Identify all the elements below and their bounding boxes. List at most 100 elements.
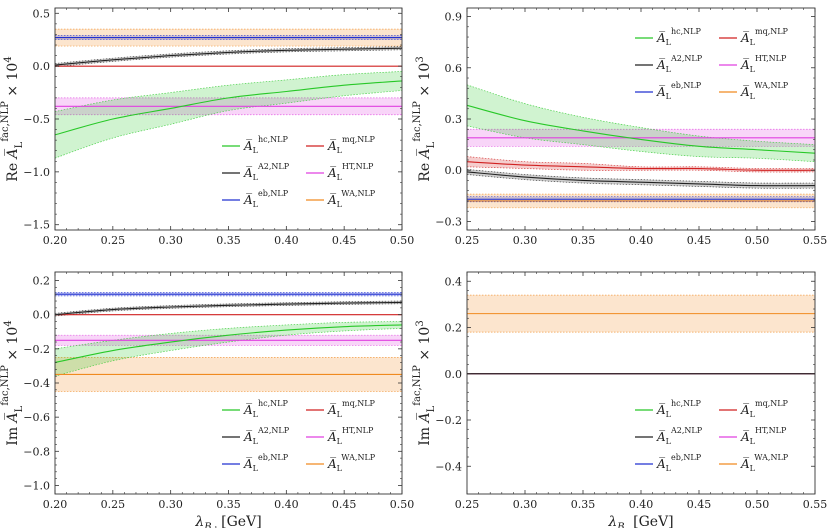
band-edge-lower-A2 (55, 49, 402, 68)
x-tick-label: 0.25 (455, 234, 480, 247)
band-edge-upper-A2 (467, 169, 815, 184)
legend-label-hc: A̅Lhc,NLP (243, 399, 288, 419)
legend: A̅Lhc,NLP A̅Lmq,NLP A̅LA2,NLP A̅LHT,NLP A̅Le… (222, 399, 376, 473)
x-tick-label: 0.45 (332, 498, 357, 511)
y-tick-label: 0.9 (445, 11, 463, 24)
plot-area (467, 294, 815, 375)
band-A2 (467, 169, 815, 189)
legend-label-HT: A̅LHT,NLP (740, 426, 787, 446)
x-tick-label: 0.40 (629, 498, 654, 511)
x-tick-label: 0.40 (274, 498, 299, 511)
y-axis-label: Re A̅Lfac,NLP × 103 (412, 56, 437, 181)
band-hc (55, 71, 402, 159)
band-A2 (55, 301, 402, 317)
y-tick-label: 0.0 (445, 368, 463, 381)
legend-label-HT: A̅LHT,NLP (327, 162, 374, 182)
y-axis-label: Im A̅Lfac,NLP × 103 (412, 320, 437, 445)
band-edge-lower-A2 (467, 174, 815, 189)
legend-label-eb: A̅Leb,NLP (656, 453, 702, 473)
legend-label-eb: A̅Leb,NLP (656, 81, 702, 101)
legend-label-A2: A̅LA2,NLP (243, 162, 290, 182)
x-axis-label: λBd [GeV] (194, 514, 261, 528)
x-tick-label: 0.30 (158, 498, 183, 511)
x-tick-label: 0.25 (101, 234, 126, 247)
y-tick-label: −0.6 (23, 411, 50, 424)
legend-label-A2: A̅LA2,NLP (243, 426, 290, 446)
y-axis-label: Re A̅Lfac,NLP × 104 (0, 56, 25, 181)
x-tick-label: 0.45 (687, 498, 712, 511)
x-tick-label: 0.35 (571, 234, 596, 247)
x-tick-label: 0.35 (216, 234, 241, 247)
x-tick-label: 0.50 (745, 234, 770, 247)
series-line-hc (55, 80, 402, 136)
legend-label-mq: A̅Lmq,NLP (740, 399, 789, 419)
x-tick-label: 0.45 (332, 234, 357, 247)
y-tick-label: −0.8 (23, 445, 50, 458)
x-tick-label: 0.30 (513, 498, 538, 511)
plot-area (55, 28, 402, 159)
band-edge-lower-mq (467, 166, 815, 173)
x-tick-label: 0.35 (216, 498, 241, 511)
x-tick-label: 0.25 (101, 498, 126, 511)
y-tick-label: 0.0 (33, 309, 51, 322)
y-tick-label: 0.5 (33, 7, 51, 20)
x-tick-label: 0.50 (390, 498, 415, 511)
series-line-hc (467, 104, 815, 154)
x-tick-label: 0.25 (455, 498, 480, 511)
y-tick-label: 0.3 (445, 113, 463, 126)
legend: A̅Lhc,NLP A̅Lmq,NLP A̅LA2,NLP A̅LHT,NLP A̅Le… (635, 27, 789, 101)
legend-label-WA: A̅LWA,NLP (327, 453, 376, 473)
x-tick-label: 0.50 (390, 234, 415, 247)
y-tick-label: 0.0 (445, 164, 463, 177)
band-edge-upper-hc (55, 71, 402, 112)
series-line-hc (55, 324, 402, 364)
x-tick-label: 0.20 (43, 234, 68, 247)
legend-label-mq: A̅Lmq,NLP (740, 27, 789, 47)
y-tick-label: 0.0 (33, 60, 51, 73)
y-tick-label: −1.0 (23, 166, 50, 179)
x-tick-label: 0.40 (629, 234, 654, 247)
x-tick-label: 0.40 (274, 234, 299, 247)
y-tick-label: −1.0 (23, 479, 50, 492)
y-tick-label: −0.4 (435, 460, 462, 473)
panel-top-left: 0.20 0.25 0.30 0.35 0.40 0.45 0.50 −1.5 −1.0 −0.5… (0, 7, 414, 247)
series-line-mq (467, 161, 815, 171)
band-edge-lower-A2 (55, 303, 402, 317)
band-edge-upper-A2 (55, 300, 402, 314)
x-tick-label: 0.20 (43, 498, 68, 511)
plot-area (467, 84, 815, 209)
legend-label-HT: A̅LHT,NLP (740, 54, 787, 74)
legend-label-mq: A̅Lmq,NLP (327, 135, 376, 155)
band-edge-upper-A2 (55, 46, 402, 64)
y-tick-label: 0.2 (445, 322, 463, 335)
y-tick-label: −1.5 (23, 219, 50, 232)
band-hc (467, 84, 815, 162)
y-tick-label: 0.2 (33, 275, 51, 288)
series-line-A2 (55, 47, 402, 66)
plot-area (55, 292, 402, 392)
panel-top-right: 0.25 0.30 0.35 0.40 0.45 0.50 0.55 −0.3 0.0 0.3 0.… (412, 7, 828, 247)
x-tick-label: 0.30 (158, 234, 183, 247)
band-edge-lower-hc (467, 125, 815, 163)
x-axis-label: λBs [GeV] (607, 514, 673, 528)
y-tick-label: −0.2 (435, 414, 462, 427)
panel-bottom-left: 0.20 0.25 0.30 0.35 0.40 0.45 0.50 −1.0 −0.8 −0.6… (0, 271, 415, 528)
y-tick-label: −0.3 (435, 215, 462, 228)
legend-label-WA: A̅LWA,NLP (740, 453, 789, 473)
legend-label-hc: A̅Lhc,NLP (243, 135, 288, 155)
band-edge-upper-mq (467, 156, 815, 169)
legend-label-hc: A̅Lhc,NLP (656, 399, 701, 419)
legend-label-A2: A̅LA2,NLP (656, 426, 703, 446)
x-tick-label: 0.45 (687, 234, 712, 247)
y-tick-label: 0.6 (445, 62, 463, 75)
y-tick-label: −0.5 (23, 113, 50, 126)
legend: A̅Lhc,NLP A̅Lmq,NLP A̅LA2,NLP A̅LHT,NLP A̅Le… (222, 135, 376, 209)
legend-label-WA: A̅LWA,NLP (327, 189, 376, 209)
series-line-A2 (55, 301, 402, 316)
legend-label-WA: A̅LWA,NLP (740, 81, 789, 101)
x-tick-label: 0.55 (803, 498, 828, 511)
x-tick-label: 0.50 (745, 498, 770, 511)
x-tick-label: 0.55 (803, 234, 828, 247)
panel-bottom-right: 0.25 0.30 0.35 0.40 0.45 0.50 0.55 −0.4 −0.2 0.0 0… (412, 271, 828, 528)
